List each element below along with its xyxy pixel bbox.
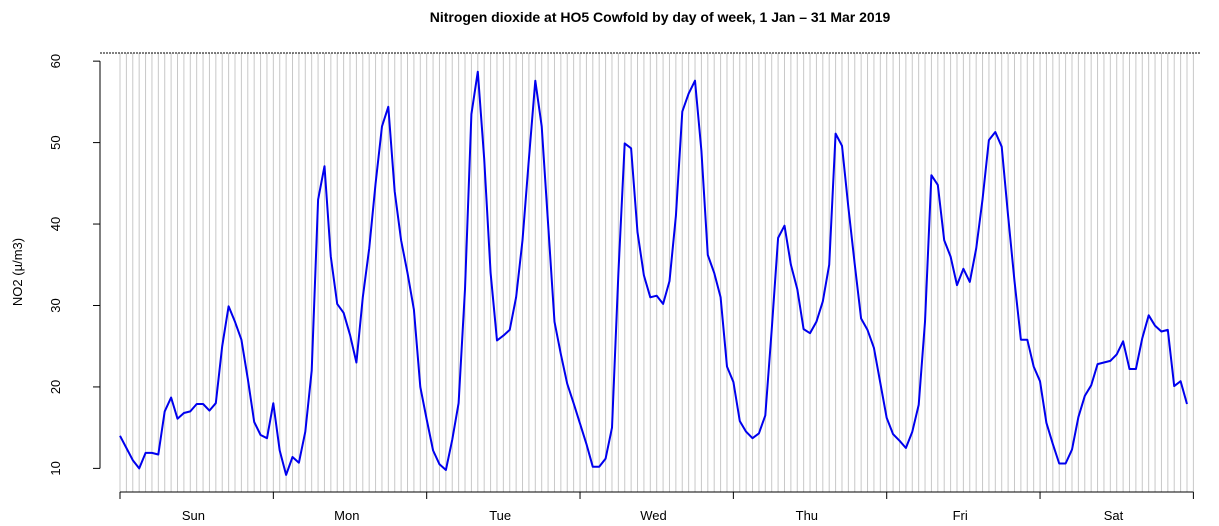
y-tick-label: 30 <box>48 298 63 312</box>
chart-title: Nitrogen dioxide at HO5 Cowfold by day o… <box>430 9 891 25</box>
x-tick-label: Sat <box>1104 508 1124 523</box>
x-tick-label: Mon <box>334 508 359 523</box>
y-tick-label: 50 <box>48 135 63 149</box>
y-tick-label: 60 <box>48 54 63 68</box>
y-tick-label: 10 <box>48 461 63 475</box>
data-line <box>119 70 1188 476</box>
x-tick-label: Tue <box>489 508 511 523</box>
y-axis-label: NO2 (µ/m3) <box>10 238 25 306</box>
y-tick-label: 40 <box>48 217 63 231</box>
x-tick-label: Wed <box>640 508 667 523</box>
x-tick-label: Thu <box>796 508 818 523</box>
x-tick-label: Sun <box>182 508 205 523</box>
y-tick-label: 20 <box>48 380 63 394</box>
x-tick-label: Fri <box>953 508 968 523</box>
